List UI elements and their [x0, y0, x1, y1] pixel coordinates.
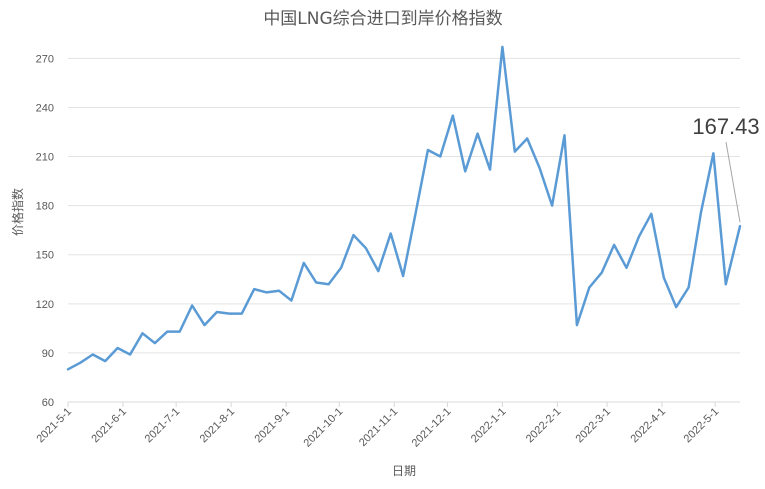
x-tick-label: 2021-6-1 — [89, 406, 129, 446]
y-tick-label: 270 — [36, 53, 54, 65]
y-axis-title: 价格指数 — [10, 188, 25, 236]
y-tick-label: 60 — [42, 397, 54, 409]
y-tick-label: 90 — [42, 348, 54, 360]
x-axis-title: 日期 — [392, 464, 416, 478]
annotation-value: 167.43 — [692, 114, 759, 139]
y-tick-label: 240 — [36, 102, 54, 114]
chart-title: 中国LNG综合进口到岸价格指数 — [263, 9, 502, 29]
x-tick-label: 2022-4-1 — [628, 406, 668, 446]
y-tick-label: 180 — [36, 201, 54, 213]
x-tick-label: 2022-3-1 — [574, 406, 614, 446]
y-tick-label: 150 — [36, 250, 54, 262]
x-tick-label: 2021-9-1 — [253, 406, 293, 446]
x-axis-ticks: 2021-5-1 2021-6-1 2021-7-1 2021-8-1 2021-9-1… — [34, 402, 721, 450]
series-line — [66, 45, 742, 371]
gridlines — [68, 57, 740, 354]
x-tick-label: 2022-2-1 — [524, 406, 564, 446]
x-tick-label: 2021-12-1 — [410, 406, 454, 450]
x-tick-label: 2021-10-1 — [301, 406, 345, 450]
y-tick-label: 210 — [36, 152, 54, 164]
x-tick-label: 2021-5-1 — [34, 406, 74, 446]
annotation-leader-line — [725, 141, 741, 223]
x-tick-label: 2021-11-1 — [357, 406, 400, 449]
x-tick-label: 2022-5-1 — [682, 406, 722, 446]
x-tick-label: 2021-7-1 — [143, 406, 183, 446]
y-tick-label: 120 — [36, 299, 54, 311]
x-tick-label: 2022-1-1 — [469, 406, 509, 446]
x-tick-label: 2021-8-1 — [198, 406, 238, 446]
y-axis-ticks: 60 90 120 150 180 210 240 270 — [36, 53, 54, 409]
